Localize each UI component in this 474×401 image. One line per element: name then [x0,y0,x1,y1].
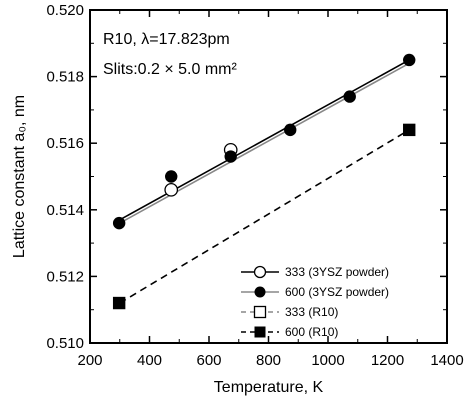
x-tick-label: 600 [196,352,221,369]
y-tick-label: 0.514 [46,202,84,219]
y-tick-label: 0.512 [46,268,84,285]
legend-label: 333 (3YSZ powder) [285,265,389,279]
data-point-filled-circle [343,90,356,103]
data-point-filled-circle [224,150,237,163]
fit-line [119,59,410,221]
annotation-wavelength: R10, λ=17.823pm [103,31,230,48]
x-axis-title: Temperature, K [214,379,324,396]
x-tick-label: 1200 [371,352,404,369]
data-point-filled-circle [403,53,416,67]
y-axis-title: Lattice constant a₀, nm [11,95,28,258]
data-point-filled-circle [254,286,266,298]
data-point-filled-square [112,296,126,310]
legend-label: 333 (R10) [285,305,338,319]
x-tick-label: 1000 [311,352,344,369]
y-tick-labels: 0.510 0.512 0.514 0.516 0.518 0.520 [46,2,84,352]
annotation-slits: Slits:0.2 × 5.0 mm² [103,61,237,78]
data-point-filled-square [403,123,416,137]
legend: 333 (3YSZ powder) 600 (3YSZ powder) 333 (R… [241,265,389,339]
x-tick-label: 1400 [430,352,463,369]
y-tick-label: 0.516 [46,135,84,152]
y-tick-label: 0.510 [46,335,84,352]
legend-label: 600 (R10) [285,325,338,339]
fit-line [119,62,410,224]
x-tick-label: 800 [256,352,281,369]
data-point-open-square [253,305,267,319]
data-point-filled-circle [112,216,126,230]
y-tick-label: 0.520 [46,2,84,19]
y-tick-label: 0.518 [46,69,84,86]
plot-frame [89,9,448,344]
legend-label: 600 (3YSZ powder) [285,285,389,299]
data-point-open-circle [164,182,179,197]
x-tick-label: 200 [77,352,102,369]
x-tick-label: 400 [137,352,162,369]
data-points-layer [112,53,416,310]
data-point-filled-square [254,326,266,338]
fit-line [119,129,410,304]
tick-layer [89,9,448,344]
data-point-open-circle [253,265,267,279]
data-point-filled-circle [165,170,178,183]
x-tick-labels: 200 400 600 800 1000 1200 1400 [77,352,463,369]
data-point-filled-circle [284,123,297,137]
